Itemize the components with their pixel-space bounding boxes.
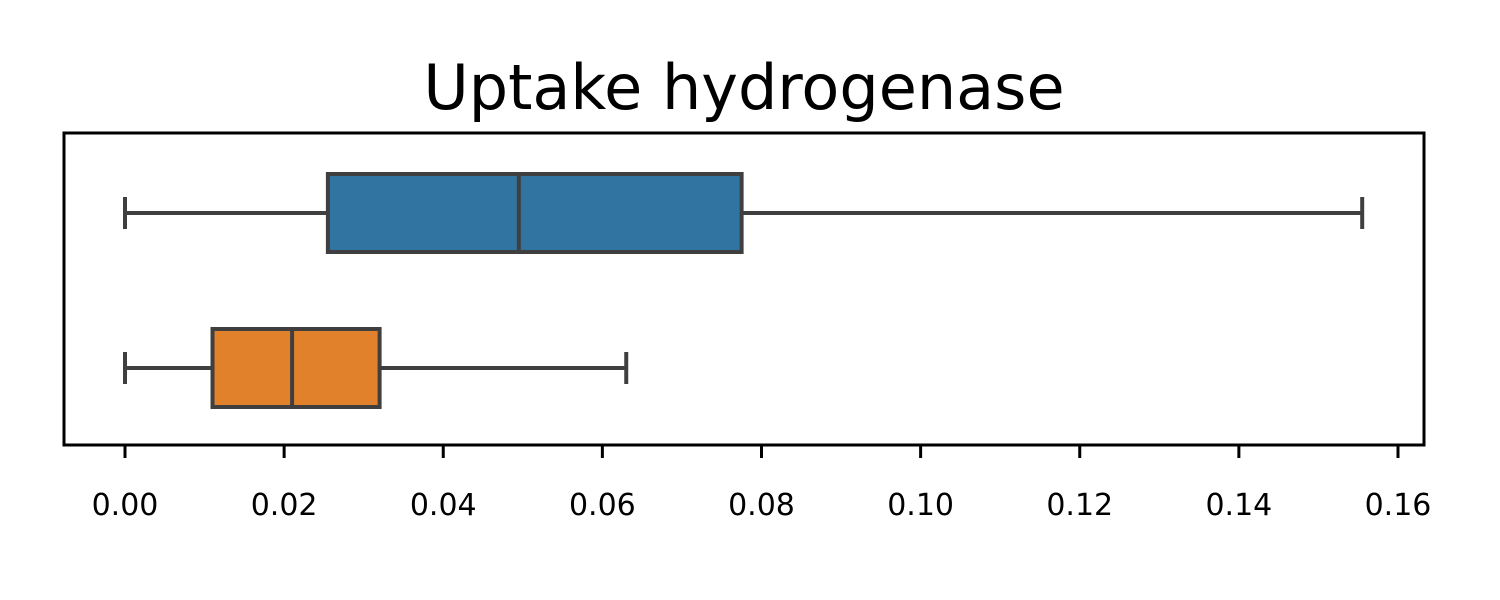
x-tick-label-8: 0.16 [1365,488,1432,523]
box-group-1 [123,172,1365,254]
plot-frame [62,131,1426,447]
x-tick-label-4: 0.08 [728,488,795,523]
box-1 [325,172,744,254]
x-tick-label-0: 0.00 [92,488,159,523]
box-group-2 [123,327,629,409]
x-tick-label-2: 0.04 [410,488,477,523]
x-tick-label-5: 0.10 [887,488,954,523]
x-tick-label-3: 0.06 [569,488,636,523]
box-2 [210,327,382,409]
x-axis: 0.00 0.02 0.04 0.06 0.08 0.10 0.12 0.14 0.16 [92,445,1432,523]
chart-title: Uptake hydrogenase [423,51,1064,124]
x-tick-label-7: 0.14 [1205,488,1272,523]
x-tick-label-1: 0.02 [251,488,318,523]
x-tick-label-6: 0.12 [1046,488,1113,523]
plot-area [123,172,1365,409]
